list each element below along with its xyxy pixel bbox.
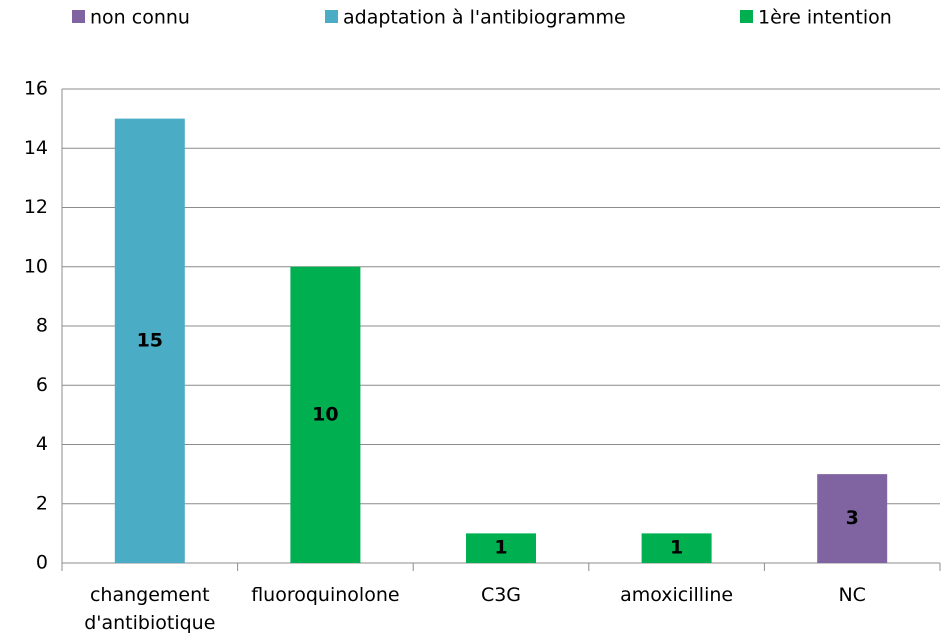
y-tick-label: 4 [36,433,48,455]
data-label: 3 [846,507,859,529]
data-label: 15 [137,329,163,351]
data-label: 1 [494,537,507,559]
data-label: 10 [312,403,338,425]
legend-label: 1ère intention [758,7,892,29]
y-tick-label: 14 [24,137,48,159]
data-label: 1 [670,537,683,559]
bar [466,533,536,563]
x-tick-label: fluoroquinolone [251,584,400,606]
y-tick-label: 2 [36,492,48,514]
x-tick-label: NC [838,584,866,606]
legend-label: non connu [90,7,190,29]
y-tick-label: 12 [24,196,48,218]
bar [290,266,361,563]
bar [641,533,712,563]
legend-swatch [72,10,85,23]
legend-label: adaptation à l'antibiogramme [343,7,626,29]
x-tick-label: changement d'antibiotique [84,584,216,634]
y-tick-label: 8 [36,315,48,337]
y-tick-label: 10 [24,255,48,277]
legend-swatch [325,10,338,23]
y-tick-label: 0 [36,552,48,574]
x-tick-label: C3G [480,584,522,606]
y-tick-label: 6 [36,374,48,396]
bar [114,118,185,563]
x-tick-label: amoxicilline [620,584,734,606]
bar [817,474,888,563]
legend-swatch [740,10,753,23]
y-tick-label: 16 [24,78,48,100]
